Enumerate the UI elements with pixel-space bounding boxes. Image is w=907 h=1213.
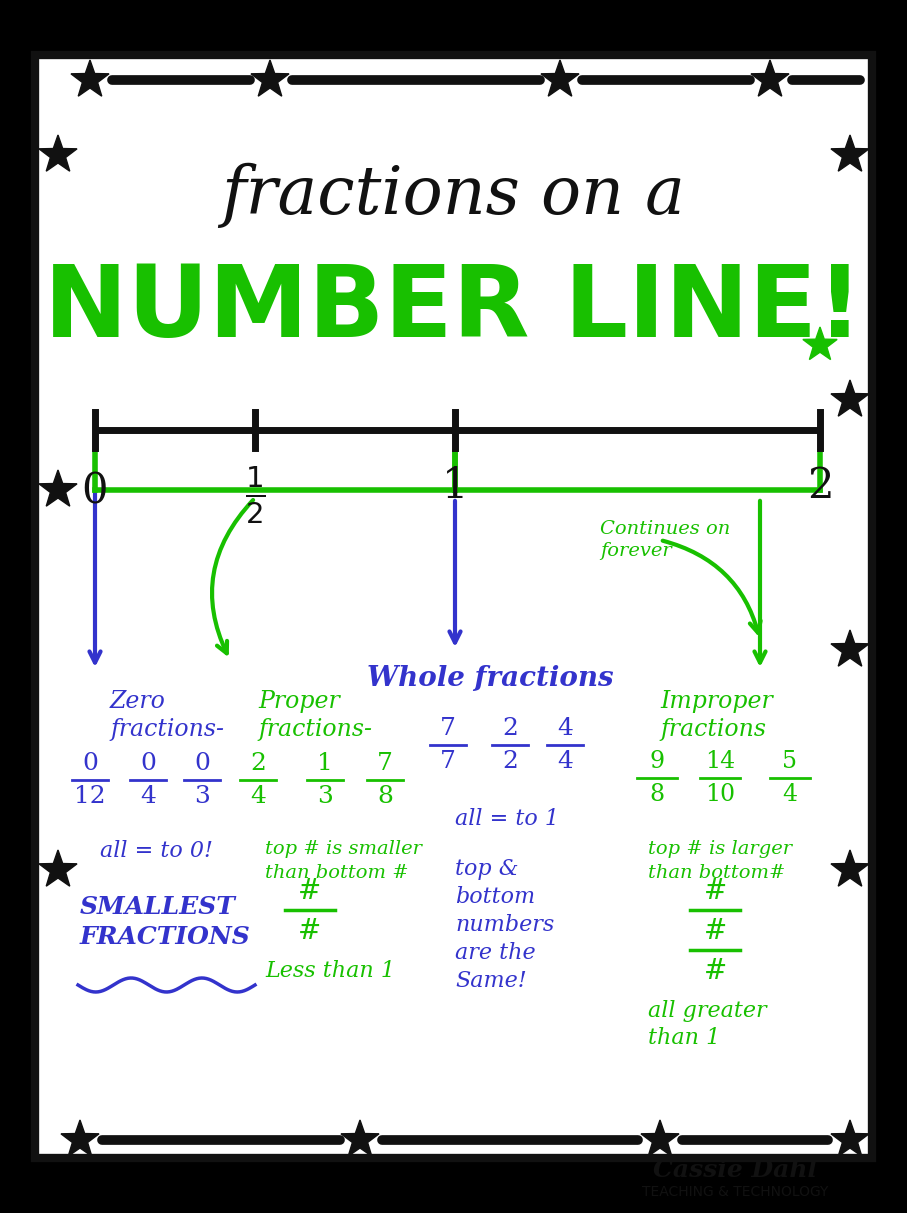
Text: all = to 0!: all = to 0! <box>100 839 213 862</box>
Text: 8: 8 <box>377 785 393 808</box>
Polygon shape <box>831 135 869 171</box>
Text: Zero
fractions-: Zero fractions- <box>110 690 224 741</box>
Text: 4: 4 <box>783 784 797 805</box>
Text: TEACHING & TECHNOLOGY: TEACHING & TECHNOLOGY <box>642 1185 828 1198</box>
Text: #: # <box>298 918 322 945</box>
Text: 0: 0 <box>140 752 156 775</box>
Polygon shape <box>341 1120 379 1156</box>
Text: all = to 1: all = to 1 <box>455 808 559 830</box>
Polygon shape <box>39 469 77 506</box>
Polygon shape <box>831 850 869 887</box>
Text: #: # <box>298 878 322 905</box>
Text: #: # <box>703 958 727 985</box>
Text: Less than 1: Less than 1 <box>265 959 395 983</box>
Polygon shape <box>831 380 869 416</box>
Polygon shape <box>751 59 789 96</box>
Text: fractions on a: fractions on a <box>221 163 685 228</box>
Text: 3: 3 <box>194 785 210 808</box>
Text: 14: 14 <box>705 750 736 773</box>
Text: 9: 9 <box>649 750 665 773</box>
Polygon shape <box>641 1120 679 1156</box>
Text: top &
bottom
numbers
are the
Same!: top & bottom numbers are the Same! <box>455 858 554 992</box>
Text: 0: 0 <box>194 752 210 775</box>
Text: 7: 7 <box>440 717 456 740</box>
Polygon shape <box>831 630 869 666</box>
Text: 4: 4 <box>140 785 156 808</box>
Polygon shape <box>39 135 77 171</box>
Text: 7: 7 <box>377 752 393 775</box>
Text: all greater
than 1: all greater than 1 <box>648 1000 766 1049</box>
Text: Whole fractions: Whole fractions <box>366 665 613 691</box>
Polygon shape <box>541 59 579 96</box>
Text: $\frac{1}{2}$: $\frac{1}{2}$ <box>245 465 265 526</box>
Text: 0: 0 <box>82 752 98 775</box>
Text: Improper
fractions: Improper fractions <box>660 690 773 741</box>
Text: top # is larger
than bottom#: top # is larger than bottom# <box>648 839 792 882</box>
Text: top # is smaller
than bottom #: top # is smaller than bottom # <box>265 839 422 882</box>
Text: 2: 2 <box>502 750 518 773</box>
Text: 4: 4 <box>557 750 573 773</box>
Text: 1: 1 <box>317 752 333 775</box>
Polygon shape <box>803 328 837 359</box>
Polygon shape <box>71 59 109 96</box>
Text: #: # <box>703 878 727 905</box>
Text: #: # <box>703 918 727 945</box>
Text: 5: 5 <box>783 750 797 773</box>
Text: SMALLEST
FRACTIONS: SMALLEST FRACTIONS <box>80 895 250 949</box>
Text: NUMBER LINE!: NUMBER LINE! <box>44 262 863 359</box>
Text: Continues on
forever: Continues on forever <box>600 520 730 560</box>
Polygon shape <box>251 59 289 96</box>
Polygon shape <box>39 850 77 887</box>
Text: 4: 4 <box>557 717 573 740</box>
Text: 10: 10 <box>705 784 735 805</box>
Text: 2: 2 <box>502 717 518 740</box>
Text: 2: 2 <box>806 465 834 507</box>
Text: 8: 8 <box>649 784 665 805</box>
Text: 0: 0 <box>82 469 108 512</box>
Text: 2: 2 <box>250 752 266 775</box>
Text: 1: 1 <box>442 465 468 507</box>
Polygon shape <box>61 1120 99 1156</box>
Text: 3: 3 <box>317 785 333 808</box>
Text: 7: 7 <box>440 750 456 773</box>
Text: Proper
fractions-: Proper fractions- <box>258 690 372 741</box>
Polygon shape <box>831 1120 869 1156</box>
Text: 12: 12 <box>74 785 106 808</box>
Text: Cassie Dahl: Cassie Dahl <box>653 1158 817 1181</box>
Text: 4: 4 <box>250 785 266 808</box>
